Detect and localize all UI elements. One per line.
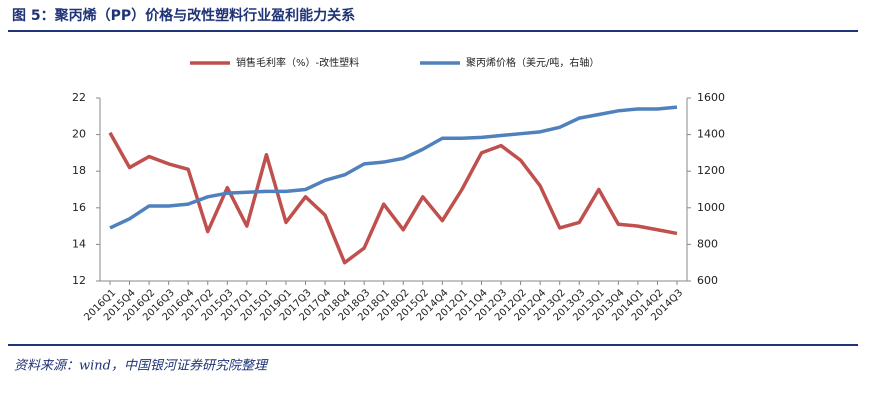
legend-label: 聚丙烯价格（美元/吨，右轴）: [466, 56, 599, 69]
y2-tick-label: 1000: [697, 201, 725, 214]
source: 资料来源：wind，中国银河证券研究院整理: [14, 358, 269, 374]
y2-tick-label: 1200: [697, 164, 725, 177]
series-line: [109, 105, 678, 230]
y-tick-label: 18: [72, 164, 86, 177]
y2-tick-label: 1600: [697, 91, 725, 104]
y2-tick-label: 1400: [697, 128, 725, 141]
y2-tick-label: 800: [697, 237, 718, 250]
chart-title: 图 5：聚丙烯（PP）价格与改性塑料行业盈利能力关系: [12, 7, 355, 24]
y-tick-label: 16: [72, 201, 86, 214]
series-line: [108, 131, 678, 265]
y2-tick-label: 600: [697, 274, 718, 287]
y-tick-label: 14: [72, 237, 86, 250]
y-tick-label: 20: [72, 128, 86, 141]
y-tick-label: 12: [72, 274, 86, 287]
y-tick-label: 22: [72, 91, 86, 104]
legend-label: 销售毛利率（%）-改性塑料: [236, 56, 359, 69]
